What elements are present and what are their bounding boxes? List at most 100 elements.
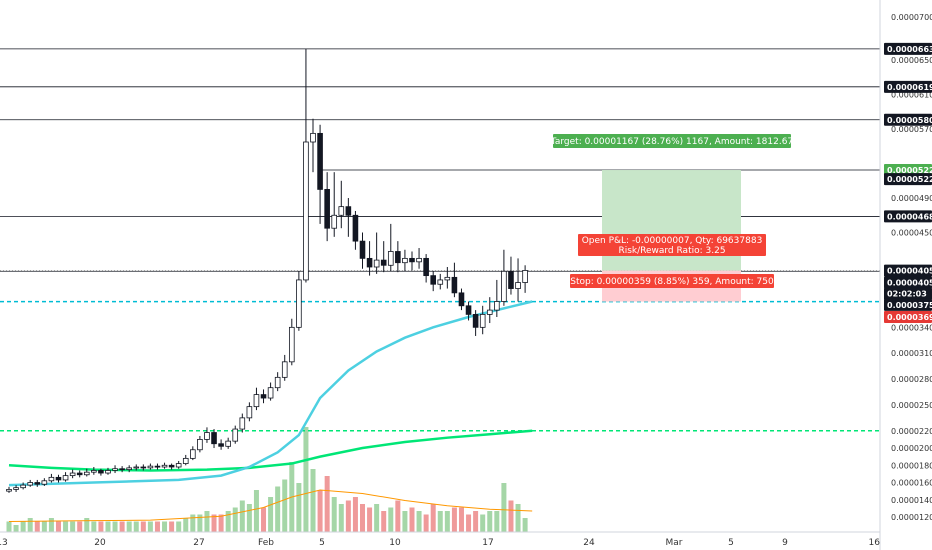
candle-body <box>154 465 161 468</box>
volume-bar <box>84 518 90 532</box>
volume-bar <box>140 521 146 532</box>
volume-bar <box>395 500 401 532</box>
volume-bar <box>225 511 231 532</box>
candle-body <box>13 487 19 490</box>
candle-body <box>281 361 288 378</box>
time-axis[interactable]: 13 20 27 Feb 5 10 17 24 Mar 5 9 16 <box>0 531 880 548</box>
candle-body <box>465 305 472 315</box>
candle-body <box>204 432 210 440</box>
candle-body <box>41 480 48 485</box>
candle-body <box>168 464 175 468</box>
volume-bar <box>381 511 387 532</box>
candle-body <box>387 251 394 266</box>
time-tick-label: 24 <box>583 538 595 548</box>
time-tick-label: Feb <box>258 538 274 548</box>
volume-bar <box>239 500 245 532</box>
volume-bar <box>126 521 132 532</box>
volume-bar <box>437 511 443 532</box>
volume-layer <box>6 427 533 532</box>
volume-bar <box>176 521 182 532</box>
candle-body <box>69 472 76 477</box>
time-tick-label: 10 <box>389 538 401 548</box>
chart-pane <box>0 0 880 532</box>
volume-bar <box>367 507 373 532</box>
candle-body <box>55 476 62 481</box>
price-tag <box>884 264 932 277</box>
volume-bar <box>154 521 160 532</box>
candle-body <box>218 443 224 447</box>
price-tag <box>884 276 932 289</box>
volume-ma-line <box>8 489 533 522</box>
volume-bar <box>232 507 238 532</box>
price-tag-label: 0.00004687 <box>887 212 932 221</box>
price-tag <box>884 210 932 223</box>
candles <box>6 48 528 493</box>
candle-body <box>338 206 345 216</box>
price-tag <box>884 173 932 186</box>
candle-body <box>27 482 34 486</box>
candle-body <box>105 470 111 474</box>
volume-bar <box>204 511 210 532</box>
candle-body <box>20 484 26 489</box>
target-label-box <box>553 134 791 148</box>
candle-body <box>395 251 401 264</box>
volume-bar <box>183 518 189 532</box>
volume-bar <box>345 500 351 532</box>
volume-bar <box>374 504 380 532</box>
volume-bar <box>508 500 514 532</box>
price-tag <box>884 164 932 177</box>
volume-bar <box>91 521 97 532</box>
candle-body <box>317 132 323 190</box>
volume-bar <box>13 525 19 532</box>
candle-body <box>147 465 154 469</box>
volume-bar <box>409 507 415 532</box>
pnl-label: Open P&L: -0.00000007, Qty: 69637883 <box>582 236 763 246</box>
price-tag-label: 0.00003699 <box>887 313 932 322</box>
volume-bar <box>303 427 309 532</box>
volume-bar <box>105 521 111 532</box>
price-tag-label: 0.00004058 <box>887 267 932 276</box>
volume-bar <box>451 507 457 532</box>
volume-bar <box>98 521 104 532</box>
time-tick-label: 27 <box>193 538 204 548</box>
candle-body <box>515 282 521 289</box>
price-tag-label: 0.00005808 <box>887 116 932 125</box>
candle-body <box>190 449 196 459</box>
candle-body <box>246 406 253 419</box>
candle-body <box>48 476 55 482</box>
volume-bar <box>190 514 196 532</box>
volume-bar <box>360 504 365 532</box>
candle-body <box>380 259 387 266</box>
volume-bar <box>119 521 125 532</box>
volume-bar <box>112 521 118 532</box>
candle-body <box>267 387 274 399</box>
volume-bar <box>444 511 450 532</box>
candle-body <box>296 279 302 328</box>
candle-body <box>76 472 83 476</box>
volume-bar <box>197 514 203 532</box>
time-tick-label: 9 <box>782 538 788 548</box>
candle-body <box>501 270 507 302</box>
volume-bar <box>522 518 528 532</box>
stop-label: Stop: 0.00000359 (8.85%) 359, Amount: 75… <box>570 277 774 287</box>
candle-body <box>458 292 465 307</box>
candle-body <box>6 489 12 492</box>
target-label: Target: 0.00001167 (28.76%) 1167, Amount… <box>550 137 793 147</box>
volume-bar <box>466 514 472 532</box>
volume-bar <box>55 521 61 532</box>
